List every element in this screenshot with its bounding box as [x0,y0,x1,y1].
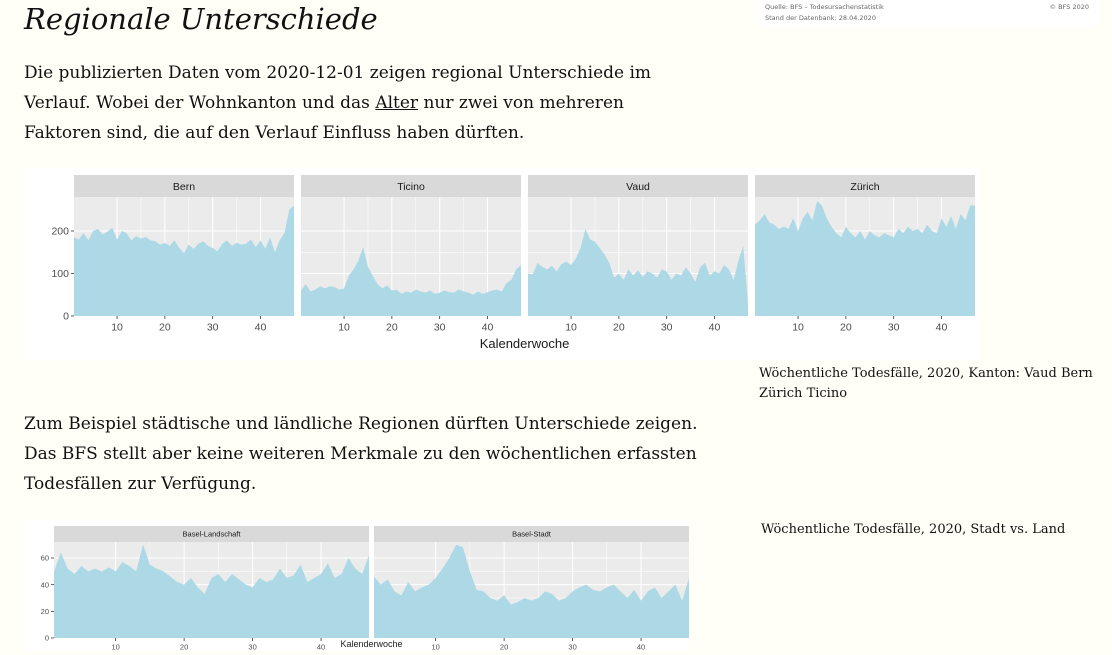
canton-chart-svg: Bern 10 20 30 40 0 100 200 Ticino 10 20 30 40 Vaud 10 2… [51,175,975,351]
facet-label: Bern [173,181,195,193]
x-tick-label: 20 [180,643,188,652]
copyright-text: © BFS 2020 [1049,3,1089,11]
urban-rural-paragraph: Zum Beispiel städtische und ländliche Re… [24,414,698,494]
facet-strip [54,526,369,542]
x-tick-label: 20 [159,322,171,334]
y-tick-label: 100 [51,268,69,280]
facet-basel-landschaft: Basel-Landschaft 10 20 30 40 0 20 40 60 [41,526,369,652]
y-tick-label: 20 [41,607,49,616]
x-tick-label: 40 [317,643,325,652]
x-tick-label: 40 [936,322,948,334]
area-series-ticino [301,247,521,316]
x-tick-label: 20 [840,322,852,334]
y-tick-label: 0 [63,311,69,323]
source-line: Quelle: BFS – Todesursachenstatistik [765,3,884,11]
intro-paragraph: Die publizierten Daten vom 2020-12-01 ze… [24,58,684,148]
x-tick-label: 10 [431,643,439,652]
x-tick-label: 40 [637,643,645,652]
alter-link[interactable]: Alter [375,93,419,113]
facet-vaud: Vaud 10 20 30 40 [528,175,748,334]
area-series-zuerich [755,201,975,316]
facet-strip [755,175,975,197]
canton-chart-caption: Wöchentliche Todesfälle, 2020, Kanton: V… [759,366,1093,401]
x-tick-label: 20 [386,322,398,334]
intro-text-before: Die publizierten Daten vom 2020-12-01 ze… [24,63,652,113]
facet-label: Basel-Stadt [512,530,552,539]
x-tick-label: 30 [207,322,219,334]
y-tick-label: 0 [45,634,49,643]
x-tick-label: 10 [111,322,123,334]
urban-rural-chart-caption: Wöchentliche Todesfälle, 2020, Stadt vs.… [761,522,1066,537]
database-date-line: Stand der Datenbank: 28.04.2020 [765,14,876,22]
facet-strip [528,175,748,197]
area-series-vaud [528,228,748,316]
y-tick-label: 200 [51,226,69,238]
facet-zuerich: Zürich 10 20 30 40 [755,175,975,334]
x-tick-label: 30 [661,322,673,334]
facet-strip [374,526,689,542]
y-tick-label: 40 [41,580,49,589]
y-tick-label: 60 [41,554,49,563]
urban-rural-chart: Basel-Landschaft 10 20 30 40 0 20 40 60 Basel-Sta… [24,520,689,652]
x-tick-label: 10 [792,322,804,334]
facet-strip [301,175,521,197]
source-note: Quelle: BFS – Todesursachenstatistik Sta… [759,0,1099,28]
x-tick-label: 30 [888,322,900,334]
facet-label: Basel-Landschaft [183,530,242,539]
x-tick-label: 40 [482,322,494,334]
area-series-bern [74,205,294,316]
area-series-basel-landschaft [54,544,369,638]
x-tick-label: 30 [248,643,256,652]
x-tick-label: 20 [500,643,508,652]
x-tick-label: 10 [565,322,577,334]
intro-text-after: nur zwei von mehreren Faktoren sind, die… [24,93,624,143]
facet-label: Zürich [850,181,879,193]
x-tick-label: 40 [709,322,721,334]
x-tick-label: 10 [111,643,119,652]
facet-label: Vaud [626,181,650,193]
page-title: Regionale Unterschiede [24,2,378,36]
x-tick-label: 30 [434,322,446,334]
facet-label: Ticino [397,181,425,193]
area-series-basel-stadt [374,544,689,638]
facet-ticino: Ticino 10 20 30 40 [301,175,521,334]
urban-rural-chart-svg: Basel-Landschaft 10 20 30 40 0 20 40 60 Basel-Sta… [41,526,689,652]
facet-bern: Bern 10 20 30 40 0 100 200 [51,175,294,334]
x-tick-label: 20 [613,322,625,334]
x-axis-title: Kalenderwoche [340,639,402,649]
facet-basel-stadt: Basel-Stadt 10 20 30 40 [374,526,689,652]
facet-strip [74,175,294,197]
canton-chart: Bern 10 20 30 40 0 100 200 Ticino 10 20 30 40 Vaud 10 2… [24,168,979,360]
x-tick-label: 40 [255,322,267,334]
x-axis-title: Kalenderwoche [480,336,570,351]
x-tick-label: 30 [568,643,576,652]
x-tick-label: 10 [338,322,350,334]
